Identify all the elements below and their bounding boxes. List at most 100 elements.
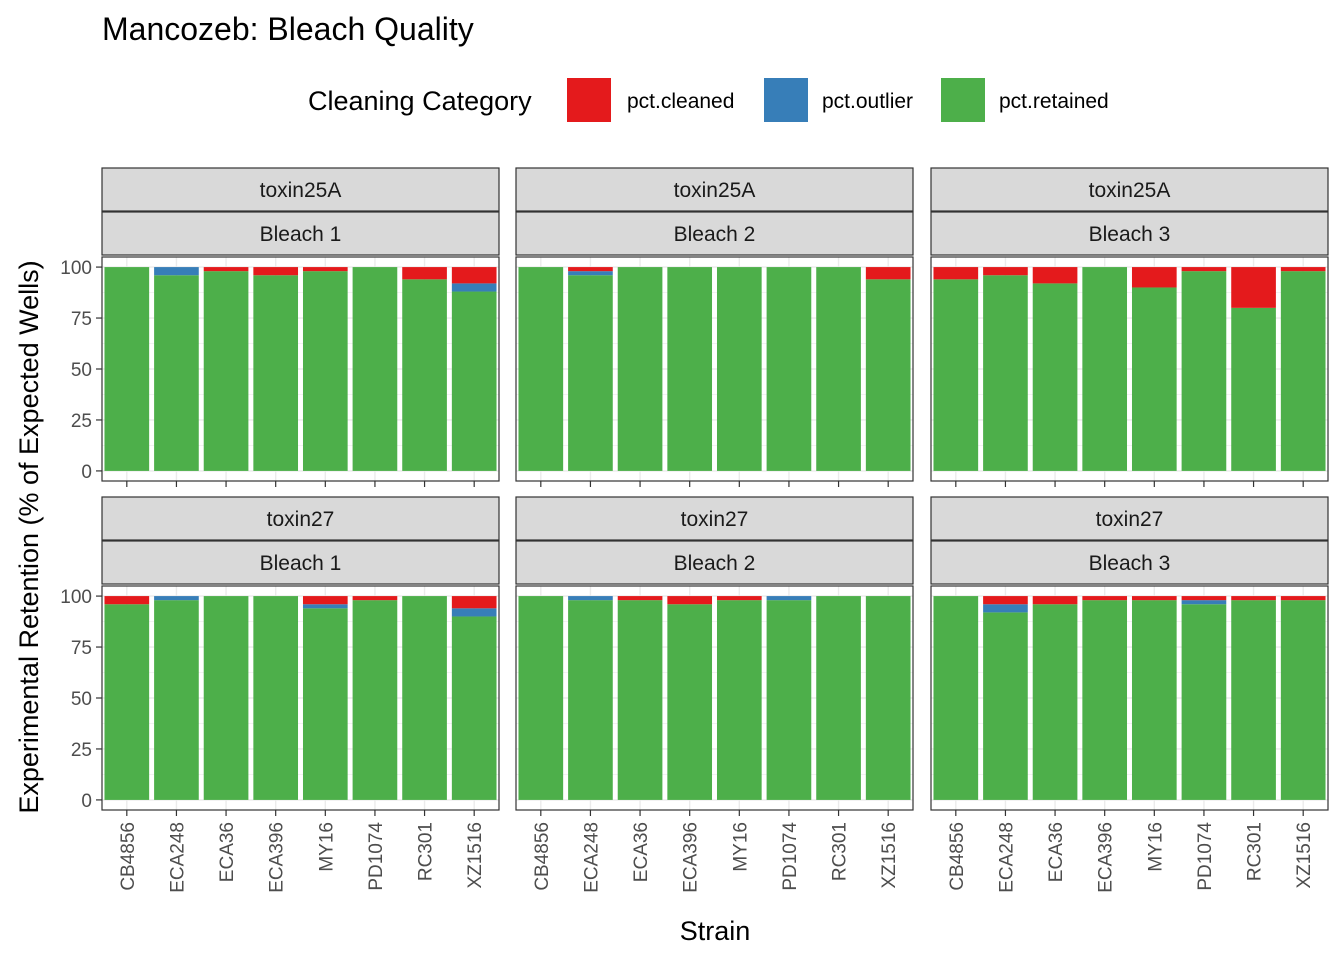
bar-segment-cleaned	[1131, 596, 1177, 601]
x-tick-label: ECA248	[581, 822, 602, 893]
y-tick-label: 50	[71, 689, 92, 710]
bar-segment-retained	[1032, 283, 1078, 471]
facet-strip-bottom-label: Bleach 1	[260, 552, 342, 575]
panel-border	[515, 585, 914, 811]
bar-segment-retained	[451, 616, 497, 800]
bar-segment-retained	[518, 596, 564, 800]
legend-label-retained: pct.retained	[999, 90, 1109, 113]
facet-strip-bottom	[515, 211, 914, 256]
x-tick-label: MY16	[1145, 822, 1166, 872]
bar-segment-outlier	[983, 604, 1028, 613]
bar-segment-retained	[1231, 307, 1276, 471]
facet-strip-bottom-label: Bleach 3	[1089, 223, 1171, 246]
x-tick-label: ECA36	[217, 822, 238, 882]
bar-segment-retained	[568, 600, 613, 800]
bar-segment-outlier	[766, 596, 812, 601]
facet-strip-bottom-label: Bleach 2	[674, 552, 756, 575]
bar-segment-outlier	[154, 267, 199, 276]
x-axis-label: Strain	[680, 916, 751, 946]
x-tick-label: MY16	[316, 822, 337, 872]
x-tick-label: XZ1516	[879, 822, 900, 889]
bar-segment-cleaned	[1131, 267, 1177, 288]
legend-swatch-retained	[941, 78, 985, 122]
bar-segment-retained	[617, 267, 663, 471]
bar-segment-retained	[983, 275, 1028, 471]
legend-label-cleaned: pct.cleaned	[627, 90, 734, 113]
bar-segment-retained	[302, 271, 348, 471]
legend-title: Cleaning Category	[308, 86, 532, 116]
bar-segment-cleaned	[983, 267, 1028, 276]
y-tick-label: 0	[81, 791, 92, 812]
bar-segment-cleaned	[1181, 596, 1227, 601]
legend-label-outlier: pct.outlier	[822, 90, 913, 113]
bar-segment-retained	[302, 608, 348, 800]
bar-segment-retained	[716, 267, 762, 471]
bar-segment-cleaned	[352, 596, 398, 601]
facet-strip-bottom-label: Bleach 1	[260, 223, 342, 246]
facet-panel: toxin27 Bleach 1 0 25 50 75 100 CB4856 ECA248 ECA…	[60, 496, 500, 893]
bar-segment-cleaned	[104, 596, 150, 605]
bar-segment-retained	[617, 600, 663, 800]
bar-segment-cleaned	[203, 267, 249, 272]
x-tick-label: MY16	[730, 822, 751, 872]
bar-segment-retained	[568, 275, 613, 471]
bar-segment-retained	[816, 596, 861, 800]
panel-border	[930, 585, 1329, 811]
bar-segment-outlier	[568, 271, 613, 276]
bar-segment-retained	[1131, 287, 1177, 471]
legend-swatch-outlier	[764, 78, 808, 122]
bar-segment-retained	[865, 279, 911, 471]
facet-panel: toxin25A Bleach 2	[515, 167, 914, 487]
facet-panel: toxin27 Bleach 2 CB4856 ECA248 ECA36 ECA396 MY…	[515, 496, 914, 893]
facet-panels: toxin25A Bleach 1 0 25 50 75 100 toxin25A Bleach…	[60, 167, 1329, 893]
bar-segment-cleaned	[933, 267, 979, 280]
y-tick-label: 25	[71, 411, 92, 432]
bar-segment-retained	[933, 279, 979, 471]
x-tick-label: XZ1516	[465, 822, 486, 889]
bar-segment-retained	[1082, 267, 1128, 471]
bar-segment-retained	[1280, 271, 1326, 471]
facet-strip-top-label: toxin27	[681, 508, 749, 531]
panel-border	[930, 256, 1329, 482]
facet-strip-top	[515, 167, 914, 212]
bar-segment-retained	[933, 596, 979, 800]
x-tick-label: XZ1516	[1294, 822, 1315, 889]
x-tick-label: RC301	[1245, 822, 1266, 881]
bar-segment-cleaned	[983, 596, 1028, 605]
facet-strip-top	[101, 496, 500, 541]
bar-segment-retained	[104, 604, 150, 800]
bar-segment-retained	[1181, 604, 1227, 800]
bar-segment-retained	[352, 600, 398, 800]
bar-segment-retained	[1231, 600, 1276, 800]
facet-strip-top	[101, 167, 500, 212]
legend-swatch-cleaned	[567, 78, 611, 122]
bar-segment-retained	[203, 271, 249, 471]
bar-segment-retained	[402, 279, 447, 471]
bar-segment-retained	[154, 600, 199, 800]
y-tick-label: 100	[60, 258, 92, 279]
facet-panel: toxin25A Bleach 1 0 25 50 75 100	[60, 167, 500, 487]
facet-strip-top	[515, 496, 914, 541]
bar-segment-retained	[716, 600, 762, 800]
facet-panel: toxin27 Bleach 3 CB4856 ECA248 ECA36 ECA396 MY…	[930, 496, 1329, 893]
x-tick-label: CB4856	[532, 822, 553, 891]
bar-segment-retained	[766, 600, 812, 800]
bar-segment-cleaned	[1082, 596, 1128, 601]
x-tick-label: ECA36	[1046, 822, 1067, 882]
facet-panel: toxin25A Bleach 3	[930, 167, 1329, 487]
bar-segment-retained	[983, 612, 1028, 800]
bar-segment-cleaned	[402, 267, 447, 280]
facet-strip-bottom	[101, 540, 500, 585]
bar-segment-retained	[154, 275, 199, 471]
bar-segment-cleaned	[302, 267, 348, 272]
bar-segment-retained	[104, 267, 150, 471]
bar-segment-retained	[1181, 271, 1227, 471]
facet-strip-top-label: toxin25A	[1089, 179, 1171, 202]
bar-segment-outlier	[302, 604, 348, 609]
bar-segment-cleaned	[568, 267, 613, 272]
y-tick-label: 75	[71, 309, 92, 330]
bar-segment-retained	[667, 267, 713, 471]
x-tick-label: ECA396	[681, 822, 702, 893]
bar-segment-retained	[1032, 604, 1078, 800]
